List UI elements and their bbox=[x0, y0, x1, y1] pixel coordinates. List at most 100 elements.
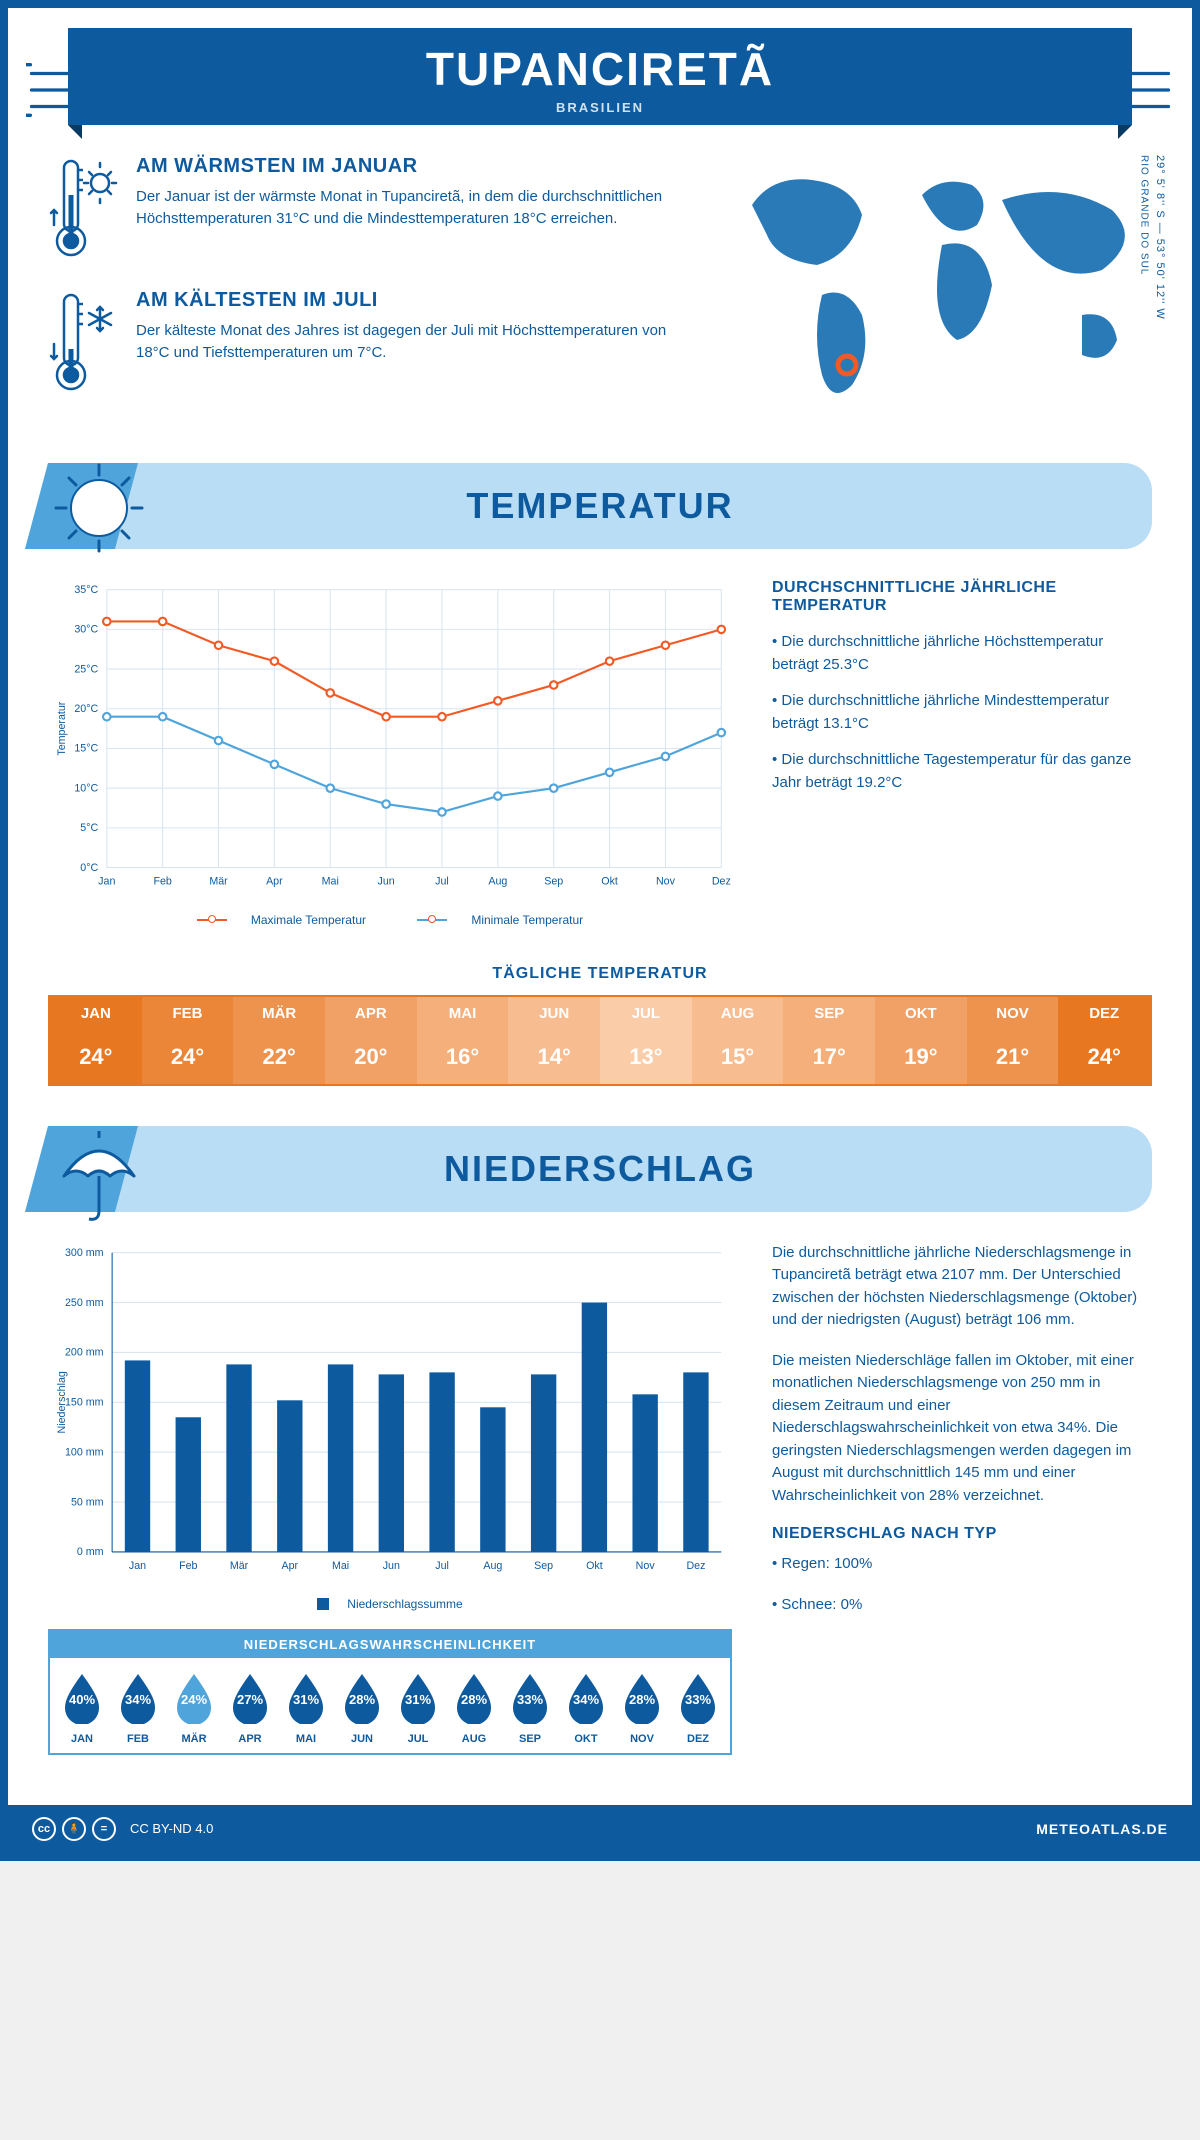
prob-value: 33% bbox=[675, 1692, 721, 1707]
precip-legend: Niederschlagssumme bbox=[48, 1597, 732, 1611]
prob-value: 33% bbox=[507, 1692, 553, 1707]
thermometer-sun-icon bbox=[48, 155, 118, 265]
temp-bullet-2: • Die durchschnittliche Tagestemperatur … bbox=[772, 749, 1152, 794]
svg-text:300 mm: 300 mm bbox=[65, 1247, 104, 1259]
license-text: CC BY-ND 4.0 bbox=[130, 1821, 213, 1836]
precip-type-0: • Regen: 100% bbox=[772, 1553, 1152, 1576]
prob-month: SEP bbox=[507, 1733, 553, 1745]
daily-value: 14° bbox=[508, 1030, 600, 1084]
daily-value: 19° bbox=[875, 1030, 967, 1084]
daily-month: JUL bbox=[600, 997, 692, 1030]
site-name: METEOATLAS.DE bbox=[1036, 1821, 1168, 1837]
svg-text:50 mm: 50 mm bbox=[71, 1496, 104, 1508]
prob-value: 28% bbox=[619, 1692, 665, 1707]
umbrella-icon bbox=[44, 1116, 154, 1226]
svg-text:35°C: 35°C bbox=[74, 584, 98, 596]
prob-drop: 34% OKT bbox=[563, 1670, 609, 1745]
svg-text:20°C: 20°C bbox=[74, 703, 98, 715]
svg-text:25°C: 25°C bbox=[74, 663, 98, 675]
svg-text:Jun: Jun bbox=[378, 876, 395, 888]
svg-text:Jan: Jan bbox=[129, 1560, 146, 1572]
prob-month: DEZ bbox=[675, 1733, 721, 1745]
svg-text:100 mm: 100 mm bbox=[65, 1446, 104, 1458]
prob-drop: 24% MÄR bbox=[171, 1670, 217, 1745]
svg-text:Temperatur: Temperatur bbox=[56, 701, 68, 755]
daily-month: JUN bbox=[508, 997, 600, 1030]
header-banner: TUPANCIRETÃ BRASILIEN bbox=[68, 28, 1132, 125]
svg-text:Okt: Okt bbox=[586, 1560, 603, 1572]
svg-text:Nov: Nov bbox=[636, 1560, 656, 1572]
daily-value: 20° bbox=[325, 1030, 417, 1084]
coords-region: RIO GRANDE DO SUL bbox=[1139, 155, 1150, 275]
prob-month: MÄR bbox=[171, 1733, 217, 1745]
prob-month: NOV bbox=[619, 1733, 665, 1745]
legend-max: Maximale Temperatur bbox=[251, 913, 366, 927]
daily-month: NOV bbox=[967, 997, 1059, 1030]
prob-value: 24% bbox=[171, 1692, 217, 1707]
prob-title: NIEDERSCHLAGSWAHRSCHEINLICHKEIT bbox=[50, 1631, 730, 1658]
svg-text:Apr: Apr bbox=[282, 1560, 299, 1572]
precip-legend-label: Niederschlagssumme bbox=[347, 1597, 462, 1611]
svg-text:Aug: Aug bbox=[483, 1560, 502, 1572]
svg-text:Feb: Feb bbox=[179, 1560, 197, 1572]
svg-text:5°C: 5°C bbox=[80, 822, 98, 834]
precip-type-1: • Schnee: 0% bbox=[772, 1594, 1152, 1617]
svg-text:Jun: Jun bbox=[383, 1560, 400, 1572]
precipitation-banner: NIEDERSCHLAG bbox=[48, 1126, 1152, 1212]
prob-drop: 27% APR bbox=[227, 1670, 273, 1745]
svg-text:Jul: Jul bbox=[435, 1560, 449, 1572]
by-icon: 🧍 bbox=[62, 1817, 86, 1841]
temp-chart-legend: .legend-swatch:nth-child(1)::after{borde… bbox=[48, 913, 732, 927]
daily-value: 16° bbox=[417, 1030, 509, 1084]
prob-drop: 33% DEZ bbox=[675, 1670, 721, 1745]
intro-section: AM WÄRMSTEN IM JANUAR Der Januar ist der… bbox=[8, 125, 1192, 453]
svg-text:Aug: Aug bbox=[488, 876, 507, 888]
prob-month: JAN bbox=[59, 1733, 105, 1745]
prob-value: 28% bbox=[339, 1692, 385, 1707]
prob-month: APR bbox=[227, 1733, 273, 1745]
svg-text:Jan: Jan bbox=[98, 876, 115, 888]
svg-text:0°C: 0°C bbox=[80, 862, 98, 874]
nd-icon: = bbox=[92, 1817, 116, 1841]
daily-value: 15° bbox=[692, 1030, 784, 1084]
prob-month: MAI bbox=[283, 1733, 329, 1745]
daily-month: DEZ bbox=[1058, 997, 1150, 1030]
coords-value: 29° 5' 8'' S — 53° 50' 12'' W bbox=[1154, 155, 1166, 320]
temp-bullet-1: • Die durchschnittliche jährliche Mindes… bbox=[772, 690, 1152, 735]
daily-value: 13° bbox=[600, 1030, 692, 1084]
sun-icon bbox=[44, 453, 154, 563]
svg-text:Mai: Mai bbox=[322, 876, 339, 888]
footer: cc 🧍 = CC BY-ND 4.0 METEOATLAS.DE bbox=[8, 1805, 1192, 1853]
fact-warmest: AM WÄRMSTEN IM JANUAR Der Januar ist der… bbox=[48, 155, 702, 265]
fact-warmest-title: AM WÄRMSTEN IM JANUAR bbox=[136, 155, 702, 178]
prob-value: 31% bbox=[395, 1692, 441, 1707]
prob-month: JUL bbox=[395, 1733, 441, 1745]
prob-drop: 28% JUN bbox=[339, 1670, 385, 1745]
prob-drop: 31% MAI bbox=[283, 1670, 329, 1745]
fact-warmest-text: Der Januar ist der wärmste Monat in Tupa… bbox=[136, 186, 702, 230]
prob-drop: 40% JAN bbox=[59, 1670, 105, 1745]
daily-value: 17° bbox=[783, 1030, 875, 1084]
infographic-page: TUPANCIRETÃ BRASILIEN bbox=[0, 0, 1200, 1861]
svg-text:Nov: Nov bbox=[656, 876, 676, 888]
precip-type-title: NIEDERSCHLAG NACH TYP bbox=[772, 1525, 1152, 1543]
svg-text:Dez: Dez bbox=[686, 1560, 705, 1572]
daily-month: SEP bbox=[783, 997, 875, 1030]
svg-text:0 mm: 0 mm bbox=[77, 1546, 104, 1558]
fact-coldest-title: AM KÄLTESTEN IM JULI bbox=[136, 289, 702, 312]
daily-month: JAN bbox=[50, 997, 142, 1030]
svg-text:30°C: 30°C bbox=[74, 624, 98, 636]
license-badge: cc 🧍 = CC BY-ND 4.0 bbox=[32, 1817, 213, 1841]
daily-temp-title: TÄGLICHE TEMPERATUR bbox=[8, 965, 1192, 983]
fact-coldest-text: Der kälteste Monat des Jahres ist dagege… bbox=[136, 320, 702, 364]
prob-value: 28% bbox=[451, 1692, 497, 1707]
svg-text:Feb: Feb bbox=[153, 876, 171, 888]
svg-text:Mär: Mär bbox=[230, 1560, 249, 1572]
svg-text:Sep: Sep bbox=[534, 1560, 553, 1572]
precip-text-1: Die durchschnittliche jährliche Niedersc… bbox=[772, 1242, 1152, 1332]
temperature-banner: TEMPERATUR bbox=[48, 463, 1152, 549]
prob-value: 31% bbox=[283, 1692, 329, 1707]
coordinates: 29° 5' 8'' S — 53° 50' 12'' W RIO GRANDE… bbox=[1135, 155, 1168, 320]
legend-min: Minimale Temperatur bbox=[471, 913, 583, 927]
svg-text:10°C: 10°C bbox=[74, 782, 98, 794]
